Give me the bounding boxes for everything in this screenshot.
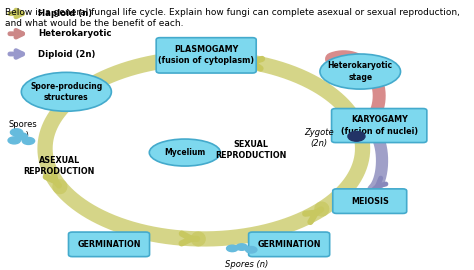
Circle shape (10, 129, 23, 136)
Text: Heterokaryotic
stage: Heterokaryotic stage (328, 62, 393, 82)
Text: Zygote
(2n): Zygote (2n) (304, 128, 333, 148)
Text: Haploid (n): Haploid (n) (38, 9, 92, 18)
Circle shape (227, 245, 238, 252)
Text: Below is a general fungal life cycle. Explain how fungi can complete asexual or : Below is a general fungal life cycle. Ex… (5, 8, 460, 28)
Text: GERMINATION: GERMINATION (257, 240, 321, 249)
FancyBboxPatch shape (156, 38, 256, 73)
FancyBboxPatch shape (333, 189, 407, 213)
Text: SEXUAL
REPRODUCTION: SEXUAL REPRODUCTION (216, 140, 287, 160)
Ellipse shape (149, 139, 220, 166)
Text: ASEXUAL
REPRODUCTION: ASEXUAL REPRODUCTION (24, 156, 95, 176)
Text: Spores
(n): Spores (n) (9, 120, 37, 140)
Text: Spores (n): Spores (n) (225, 260, 268, 269)
Text: GERMINATION: GERMINATION (77, 240, 141, 249)
Text: Diploid (2n): Diploid (2n) (38, 49, 95, 59)
Text: KARYOGAMY
(fusion of nuclei): KARYOGAMY (fusion of nuclei) (341, 116, 418, 136)
FancyBboxPatch shape (331, 109, 427, 143)
FancyBboxPatch shape (69, 232, 149, 256)
Text: Spore-producing
structures: Spore-producing structures (30, 82, 102, 102)
Circle shape (348, 131, 365, 141)
Circle shape (8, 137, 20, 144)
Text: PLASMOGAMY
(fusion of cytoplasm): PLASMOGAMY (fusion of cytoplasm) (158, 45, 254, 65)
Circle shape (22, 137, 35, 144)
Text: Heterokaryotic: Heterokaryotic (38, 29, 111, 38)
Ellipse shape (320, 54, 401, 89)
Circle shape (246, 247, 257, 253)
Ellipse shape (21, 72, 111, 111)
Text: MEIOSIS: MEIOSIS (351, 197, 389, 206)
FancyBboxPatch shape (248, 232, 330, 256)
Text: Mycelium: Mycelium (164, 148, 206, 157)
Circle shape (15, 133, 27, 140)
Circle shape (236, 244, 247, 250)
